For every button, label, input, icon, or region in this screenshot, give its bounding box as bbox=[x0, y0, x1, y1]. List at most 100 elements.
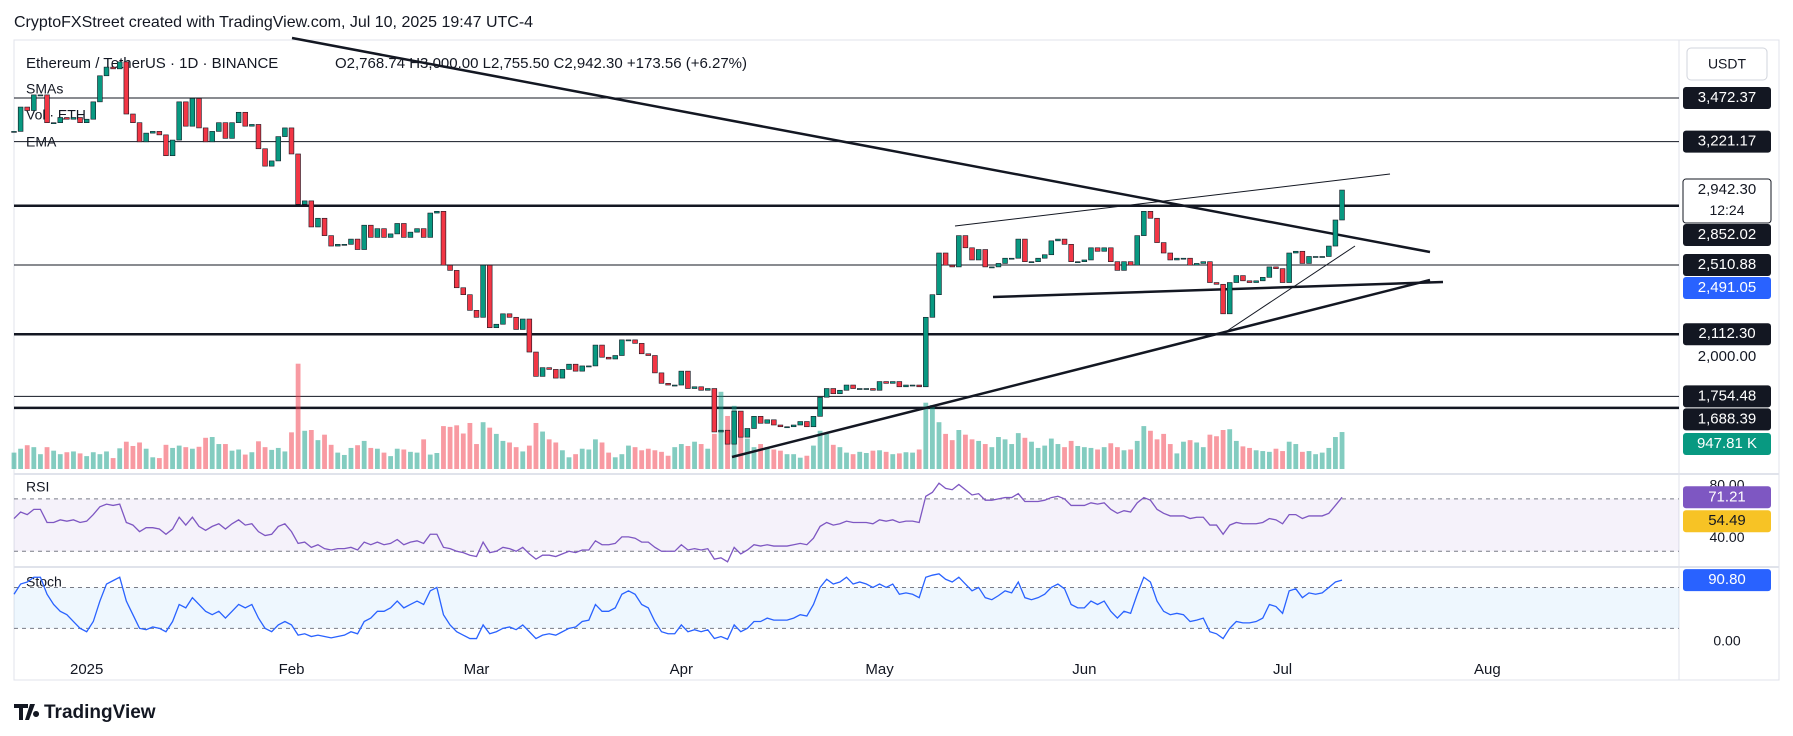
volume-bar bbox=[890, 454, 896, 469]
candle bbox=[83, 118, 90, 123]
candle bbox=[288, 127, 295, 155]
volume-bar bbox=[1174, 453, 1180, 469]
candle bbox=[315, 217, 321, 228]
candle bbox=[156, 131, 163, 136]
volume-bar bbox=[877, 450, 882, 469]
volume-bar bbox=[57, 454, 63, 469]
volume-bar bbox=[156, 458, 162, 469]
volume-bar bbox=[18, 448, 24, 469]
candle bbox=[202, 127, 209, 143]
volume-bar bbox=[1280, 451, 1285, 469]
volume-bar bbox=[632, 447, 638, 469]
candle bbox=[1035, 257, 1041, 262]
volume-bar bbox=[778, 450, 783, 469]
candle bbox=[817, 396, 823, 417]
candle bbox=[434, 211, 440, 214]
candle bbox=[837, 389, 843, 395]
candle bbox=[1154, 217, 1160, 243]
rsi-band bbox=[14, 498, 1679, 552]
volume-bar bbox=[593, 439, 598, 469]
candle bbox=[672, 384, 678, 387]
volume-bar bbox=[1088, 447, 1094, 469]
x-tick-label: Jun bbox=[1072, 661, 1096, 678]
volume-bar bbox=[368, 447, 374, 469]
currency[interactable]: USDT bbox=[1708, 56, 1747, 72]
volume-bar bbox=[738, 429, 744, 469]
candle bbox=[70, 117, 77, 120]
volume-bar bbox=[493, 433, 499, 469]
candle bbox=[302, 200, 308, 205]
candle bbox=[1015, 238, 1021, 259]
volume-bar bbox=[559, 450, 565, 469]
volume-bar bbox=[117, 448, 123, 469]
volume-bar bbox=[110, 458, 116, 469]
volume-bar bbox=[1240, 446, 1246, 469]
currency-button[interactable] bbox=[1686, 47, 1768, 81]
volume-bar bbox=[11, 452, 17, 469]
candle bbox=[268, 160, 275, 167]
candle bbox=[117, 61, 123, 70]
candle bbox=[658, 372, 665, 384]
candle bbox=[467, 294, 473, 311]
price-label: 1,688.39 bbox=[1698, 410, 1756, 427]
volume-bar bbox=[236, 449, 242, 469]
volume-bar bbox=[586, 449, 592, 469]
rsi-ma-label: 54.49 bbox=[1708, 512, 1746, 529]
volume-bar bbox=[51, 450, 57, 469]
candle bbox=[1121, 261, 1127, 271]
candle bbox=[216, 122, 222, 132]
volume-bar bbox=[685, 445, 691, 469]
volume-bar bbox=[1081, 447, 1087, 469]
candle bbox=[718, 429, 724, 433]
candle bbox=[308, 200, 315, 228]
volume-bar bbox=[1075, 445, 1081, 469]
candle bbox=[282, 127, 288, 137]
candle bbox=[896, 381, 903, 388]
volume-bar bbox=[672, 447, 678, 469]
candle bbox=[1028, 261, 1035, 263]
volume-bar bbox=[1148, 430, 1153, 469]
volume-bar bbox=[844, 452, 849, 469]
candle bbox=[863, 388, 870, 390]
candle bbox=[1008, 257, 1015, 260]
candle bbox=[705, 388, 711, 391]
candle bbox=[414, 228, 420, 233]
volume-bar bbox=[837, 447, 843, 469]
candle bbox=[546, 367, 552, 370]
volume-bar bbox=[84, 456, 90, 469]
volume-bar bbox=[751, 447, 757, 469]
price-label: 3,472.37 bbox=[1698, 89, 1756, 106]
candle bbox=[612, 355, 618, 360]
stoch-label: 90.80 bbox=[1708, 571, 1746, 588]
price-label: 2,000.00 bbox=[1698, 348, 1756, 365]
candle bbox=[1101, 247, 1107, 252]
chart-frame bbox=[13, 39, 1780, 681]
candle bbox=[572, 363, 579, 372]
candle bbox=[738, 410, 744, 438]
candle bbox=[487, 264, 493, 329]
candle bbox=[77, 117, 83, 123]
volume-bar bbox=[883, 451, 889, 469]
candle bbox=[553, 369, 559, 379]
candle bbox=[31, 94, 37, 111]
volume-bar bbox=[811, 445, 816, 469]
candle bbox=[447, 264, 453, 271]
volume-bar bbox=[830, 444, 836, 469]
price-label-box bbox=[1683, 408, 1771, 431]
candle bbox=[1326, 245, 1332, 257]
credit: CryptoFXStreet created with TradingView.… bbox=[14, 14, 533, 31]
volume-bar bbox=[996, 437, 1001, 469]
candle bbox=[605, 356, 612, 360]
volume-bar bbox=[916, 449, 922, 469]
volume-bar bbox=[441, 426, 446, 469]
volume-bar bbox=[170, 447, 175, 469]
brand-logo: TradingView bbox=[14, 702, 156, 723]
volume-bar bbox=[282, 451, 288, 469]
volume-bar bbox=[1042, 445, 1048, 469]
x-tick-label: Aug bbox=[1474, 661, 1501, 678]
volume-bar bbox=[1266, 451, 1272, 469]
candle bbox=[777, 424, 784, 428]
candle bbox=[665, 383, 671, 386]
price-label-box bbox=[1683, 86, 1771, 109]
volume-bar bbox=[1286, 441, 1292, 469]
